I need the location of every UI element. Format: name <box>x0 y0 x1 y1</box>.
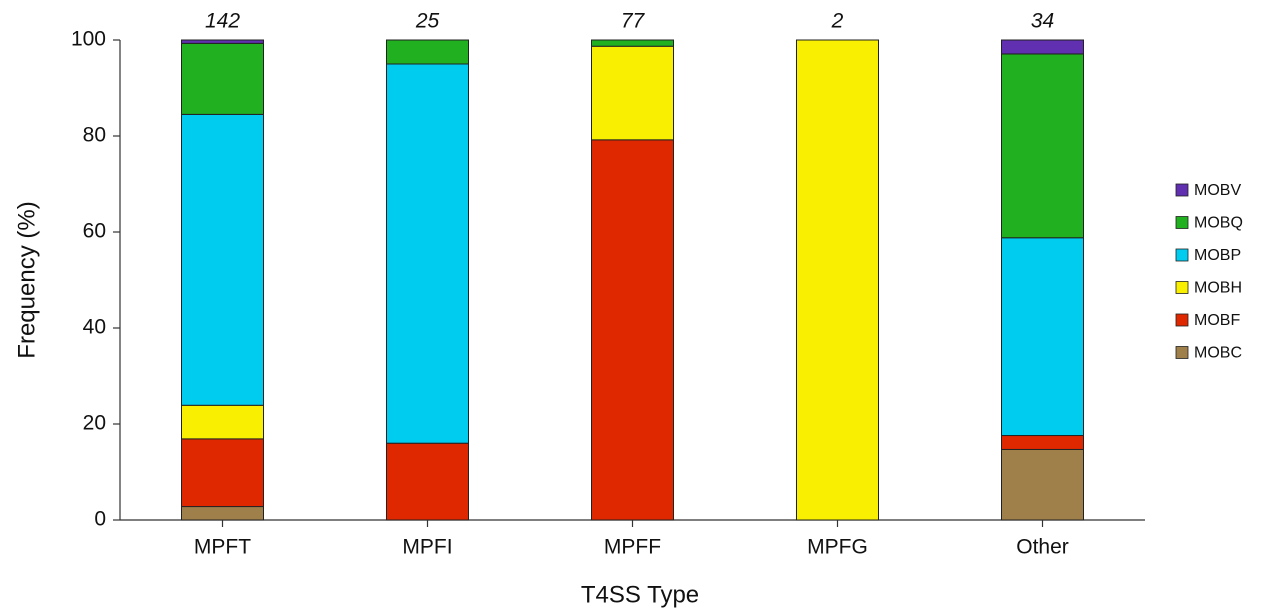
x-tick-label: MPFI <box>402 536 452 559</box>
bar-segment <box>1001 237 1084 437</box>
bar-segment <box>181 42 264 115</box>
y-tick-label: 60 <box>83 220 106 243</box>
bar-segment <box>181 506 264 521</box>
bar-segment <box>1001 53 1084 239</box>
legend-swatch <box>1175 346 1189 359</box>
y-tick-label: 0 <box>94 508 106 531</box>
y-tick-label: 20 <box>83 412 106 435</box>
bar-segment <box>1001 435 1084 450</box>
x-tick-label: MPFF <box>604 536 661 559</box>
legend-swatch <box>1175 281 1189 294</box>
y-tick-label: 80 <box>83 124 106 147</box>
x-tick-label: MPFT <box>194 536 251 559</box>
bar-segment <box>1001 448 1084 521</box>
legend-label: MOBV <box>1194 182 1241 199</box>
x-axis-title: T4SS Type <box>581 581 699 608</box>
y-tick-label: 40 <box>83 316 106 339</box>
legend-label: MOBF <box>1194 312 1240 329</box>
y-axis-title: Frequency (%) <box>13 201 40 358</box>
bar-segment <box>796 39 879 521</box>
legend-swatch <box>1175 248 1189 262</box>
bar-segment <box>386 63 469 444</box>
bar-segment <box>181 39 264 44</box>
legend-swatch <box>1175 313 1189 327</box>
count-label: 142 <box>205 10 240 33</box>
legend-swatch <box>1175 183 1189 197</box>
bar-segment <box>181 438 264 508</box>
count-label: 77 <box>621 10 646 33</box>
count-label: 34 <box>1031 10 1054 33</box>
legend-label: MOBP <box>1194 247 1241 264</box>
bar-segment <box>181 113 264 406</box>
bar-segment <box>591 39 674 47</box>
bar-segment <box>386 442 469 521</box>
bar-segment <box>591 139 674 521</box>
count-label: 2 <box>831 10 844 33</box>
legend-label: MOBQ <box>1194 215 1243 232</box>
x-tick-label: MPFG <box>807 536 868 559</box>
x-tick-label: Other <box>1016 536 1069 559</box>
bar-segment <box>386 39 469 65</box>
bar-segment <box>181 404 264 440</box>
legend-label: MOBH <box>1194 280 1242 297</box>
bar-segment <box>591 45 674 141</box>
bar-segment <box>1001 39 1084 55</box>
legend-label: MOBC <box>1194 345 1242 362</box>
count-label: 25 <box>415 10 440 33</box>
legend-swatch <box>1175 216 1189 229</box>
y-tick-label: 100 <box>71 28 106 51</box>
